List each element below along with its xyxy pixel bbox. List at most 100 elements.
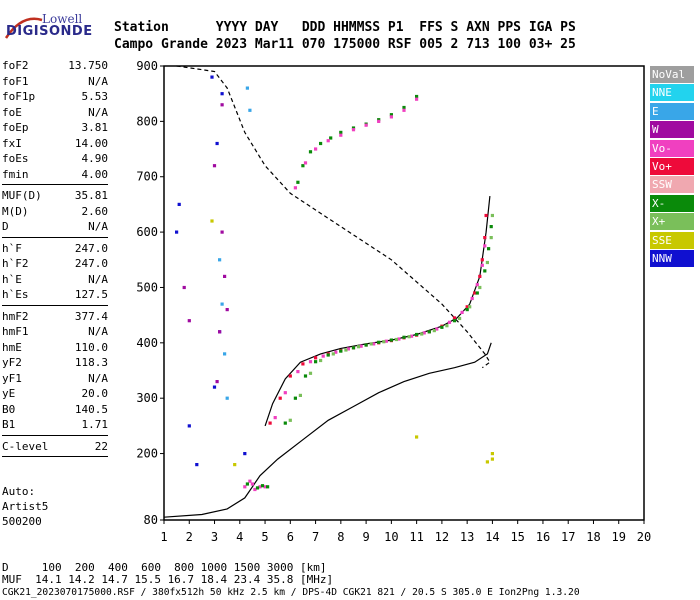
echo-point xyxy=(177,202,181,206)
param-value: N/A xyxy=(88,325,108,338)
separator xyxy=(2,434,108,436)
echo-point xyxy=(364,343,368,347)
echo-point xyxy=(301,362,305,366)
echo-point xyxy=(356,345,361,349)
echo-point xyxy=(233,463,237,467)
param-row: foEs 4.90 xyxy=(2,151,108,167)
echo-point xyxy=(283,391,287,395)
param-row: C-level 22 xyxy=(2,439,108,455)
param-row: fxI 14.00 xyxy=(2,136,108,152)
y-tick-label: 300 xyxy=(136,391,158,405)
y-tick-label: 400 xyxy=(136,336,158,350)
echo-point xyxy=(215,380,219,384)
param-value: N/A xyxy=(88,220,108,233)
muf-row: MUF 14.1 14.2 14.7 15.5 16.7 18.4 23.4 3… xyxy=(2,573,334,586)
echo-point xyxy=(483,244,487,248)
param-row: yF2 118.3 xyxy=(2,355,108,371)
legend-entry: W xyxy=(650,121,694,139)
x-tick-label: 20 xyxy=(637,530,651,544)
param-value: 2.60 xyxy=(81,204,109,218)
echo-point xyxy=(263,485,267,489)
param-name: foF1p xyxy=(2,90,36,103)
x-tick-label: 4 xyxy=(236,530,243,544)
param-name: h`E xyxy=(2,272,22,286)
echo-point xyxy=(283,421,287,425)
echo-point xyxy=(212,385,217,389)
echo-point xyxy=(346,347,350,351)
legend: NoVal NNE E W Vo- Vo+ SSW X- X+ SSE NNW xyxy=(650,66,694,268)
echo-point xyxy=(460,310,464,314)
param-row: foEp 3.81 xyxy=(2,120,108,136)
echo-point xyxy=(485,460,489,464)
echo-point xyxy=(266,485,270,489)
legend-entry: SSE xyxy=(650,231,694,249)
x-tick-label: 11 xyxy=(409,530,423,544)
param-row: B0 140.5 xyxy=(2,402,108,418)
echo-point xyxy=(420,332,424,336)
logo-swoosh-icon xyxy=(4,17,43,39)
param-row: foF2 13.750 xyxy=(2,58,108,74)
separator xyxy=(2,304,108,306)
echo-point xyxy=(432,329,436,333)
echo-point xyxy=(319,358,323,363)
param-row: D N/A xyxy=(2,219,108,235)
param-value: 247.0 xyxy=(74,241,108,255)
legend-entry: Vo- xyxy=(650,139,694,157)
param-value: 20.0 xyxy=(81,387,109,400)
echo-point xyxy=(308,371,313,375)
param-value: N/A xyxy=(88,74,108,88)
x-tick-label: 10 xyxy=(384,530,398,544)
echo-point xyxy=(329,136,333,140)
echo-point xyxy=(326,139,330,143)
echo-point xyxy=(480,258,484,262)
param-row: B1 1.71 xyxy=(2,417,108,433)
echo-point xyxy=(478,274,482,278)
legend-entry: NNW xyxy=(650,249,694,267)
echo-point xyxy=(452,316,457,320)
echo-point xyxy=(223,274,227,278)
echo-point xyxy=(458,316,462,321)
legend-entry: NNE xyxy=(650,84,694,102)
echo-point xyxy=(372,342,376,346)
param-name: yE xyxy=(2,387,16,400)
param-row: h`Es 127.5 xyxy=(2,287,108,303)
echo-point xyxy=(301,164,305,168)
echo-point xyxy=(445,324,449,328)
echo-point xyxy=(489,236,493,240)
param-name: MUF(D) xyxy=(2,189,42,202)
echo-point xyxy=(195,463,199,467)
legend-entry: SSW xyxy=(650,176,694,194)
y-tick-label: 700 xyxy=(136,170,158,184)
param-row: hmF2 377.4 xyxy=(2,309,108,325)
echo-point xyxy=(248,479,252,483)
echo-point xyxy=(314,360,318,364)
echo-point xyxy=(339,133,343,137)
param-name: hmF1 xyxy=(2,325,29,338)
autoscaling-info: Auto: Artist5 500200 xyxy=(2,484,48,529)
param-row: fmin 4.00 xyxy=(2,167,108,183)
param-name: h`F xyxy=(2,241,22,255)
param-value: 22 xyxy=(94,439,108,453)
echo-point xyxy=(359,344,363,348)
param-row: MUF(D) 35.81 xyxy=(2,188,108,204)
param-value: N/A xyxy=(88,371,108,385)
x-tick-label: 16 xyxy=(536,530,550,544)
param-name: yF1 xyxy=(2,371,22,385)
echo-point xyxy=(397,337,401,341)
param-row: foF1 N/A xyxy=(2,74,108,90)
echo-point xyxy=(490,457,494,461)
param-value: 1.71 xyxy=(81,418,109,431)
echo-point xyxy=(303,374,308,378)
separator xyxy=(2,456,108,457)
x-tick-label: 13 xyxy=(460,530,474,544)
scaled-parameters-panel: foF2 13.750 foF1 N/A foF1p 5.53 foE N/A foEp 3.81… xyxy=(2,58,108,460)
logo-bottom-text: DIGISONDE xyxy=(6,24,93,39)
auto-program: Artist5 xyxy=(2,500,49,513)
echo-point xyxy=(308,150,313,154)
param-value: N/A xyxy=(88,105,108,119)
echo-point xyxy=(220,92,224,96)
param-value: 4.00 xyxy=(81,167,109,181)
echo-point xyxy=(468,305,472,309)
echo-point xyxy=(402,105,406,110)
